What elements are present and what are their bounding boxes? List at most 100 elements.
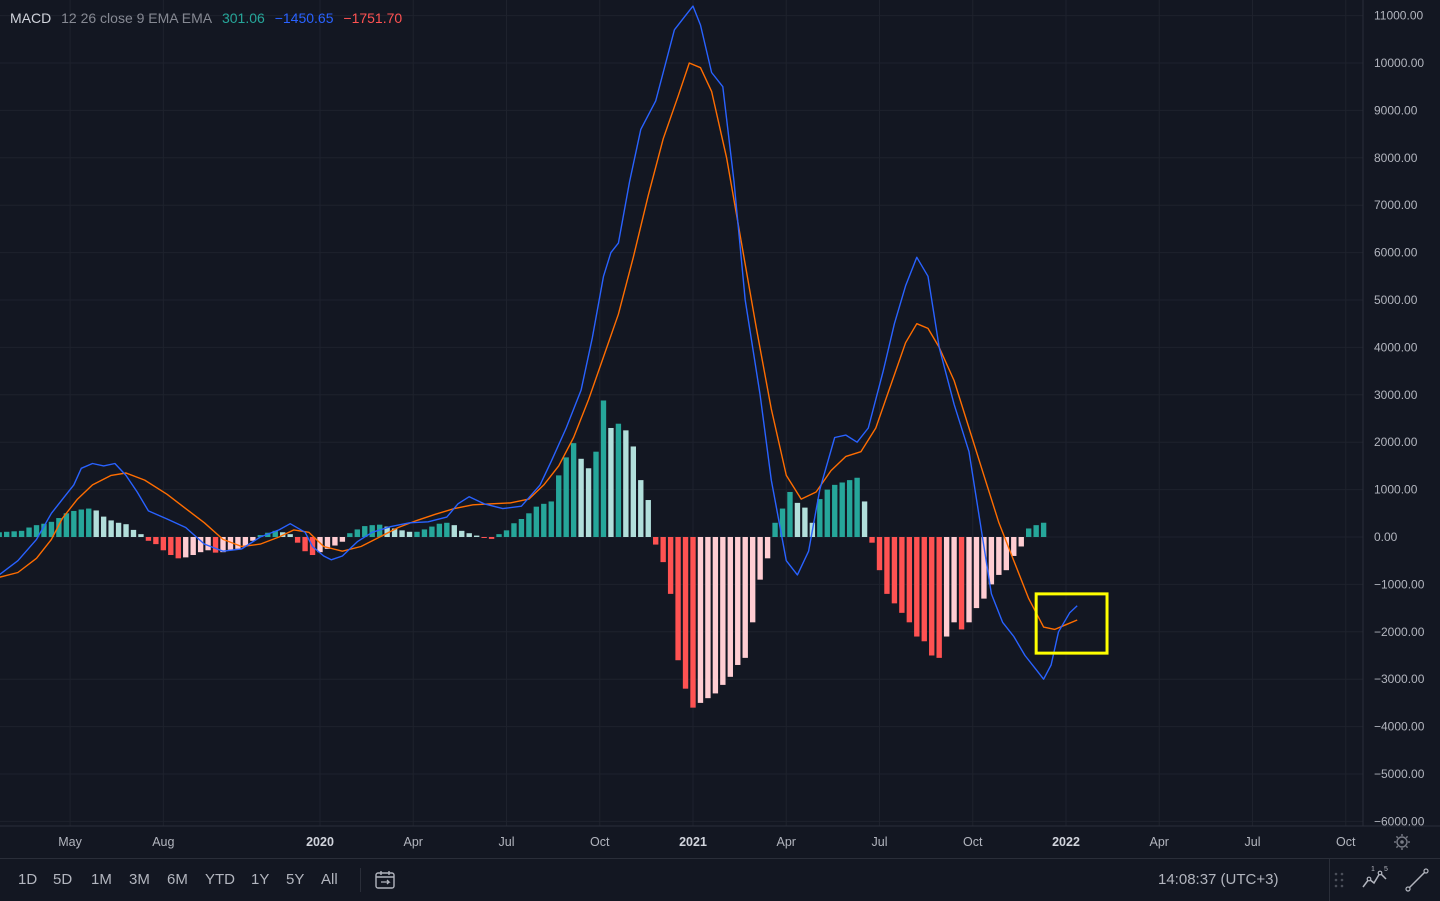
range-button-ytd[interactable]: YTD: [205, 871, 235, 888]
range-button-3m[interactable]: 3M: [129, 871, 150, 888]
histogram-bar: [86, 508, 92, 537]
histogram-bar: [570, 443, 577, 537]
histogram-bar: [235, 537, 241, 549]
y-tick-label: 10000.00: [1374, 56, 1424, 70]
histogram-bar: [466, 533, 472, 537]
histogram-bar: [653, 537, 659, 545]
histogram-bar: [78, 509, 84, 537]
histogram-bar: [861, 501, 868, 537]
histogram-bar: [832, 484, 838, 537]
y-tick-label: 5000.00: [1374, 293, 1418, 307]
histogram-bar: [183, 537, 189, 558]
histogram-bar: [130, 529, 137, 537]
x-tick-label: Apr: [404, 835, 423, 849]
histogram-bar: [481, 537, 487, 538]
histogram-bar: [1026, 528, 1032, 537]
y-tick-label: −5000.00: [1374, 767, 1425, 781]
draw-line-icon[interactable]: [1404, 867, 1430, 893]
histogram-bar: [3, 531, 10, 537]
histogram-bar: [794, 502, 801, 537]
histogram-bar: [720, 537, 726, 685]
chart-grid: [0, 0, 1363, 826]
histogram-bar: [839, 482, 845, 537]
histogram-bar: [988, 537, 995, 585]
compare-icon[interactable]: 1 5: [1360, 865, 1390, 893]
histogram-bar: [324, 537, 331, 549]
range-button-5d[interactable]: 5D: [53, 871, 73, 888]
histogram-bar: [787, 491, 793, 537]
histogram-bar: [660, 537, 666, 563]
clock-timezone[interactable]: 14:08:37 (UTC+3): [1158, 871, 1279, 888]
histogram-bar: [503, 530, 510, 537]
histogram-bar: [585, 468, 592, 537]
histogram-bar: [115, 522, 122, 537]
range-button-6m[interactable]: 6M: [167, 871, 188, 888]
macd-chart[interactable]: 11000.00 10000.00 9000.00 8000.00 7000.00 600…: [0, 0, 1440, 858]
drag-handle-icon[interactable]: [1333, 871, 1345, 889]
histogram-bar: [93, 510, 99, 537]
y-tick-label: 4000.00: [1374, 340, 1418, 354]
x-tick-label: Oct: [963, 835, 983, 849]
svg-text:1: 1: [1371, 866, 1375, 873]
histogram-bar: [623, 430, 629, 537]
histogram-bar: [1003, 537, 1010, 571]
settings-gear-icon[interactable]: [1394, 834, 1410, 850]
histogram-bar: [593, 451, 599, 537]
y-tick-label: 6000.00: [1374, 246, 1418, 260]
histogram-bar: [242, 537, 249, 547]
histogram-series: [0, 400, 1047, 708]
highlight-rectangle: [1034, 592, 1109, 655]
histogram-bar: [921, 537, 927, 642]
range-button-5y[interactable]: 5Y: [286, 871, 305, 888]
histogram-bar: [914, 537, 920, 637]
histogram-bar: [891, 537, 898, 604]
legend-histogram-value: 301.06: [221, 10, 265, 26]
histogram-bar: [488, 537, 495, 539]
highlight-annotation: [1034, 592, 1109, 655]
histogram-bar: [966, 537, 972, 623]
histogram-bar: [1033, 525, 1039, 537]
x-tick-label: 2021: [679, 835, 707, 849]
range-button-all[interactable]: All: [321, 871, 338, 888]
histogram-bar: [354, 529, 360, 537]
y-tick-label: 0.00: [1374, 530, 1398, 544]
histogram-bar: [943, 537, 950, 637]
histogram-bar: [779, 508, 786, 537]
histogram-bar: [541, 503, 547, 537]
histogram-bar: [0, 532, 2, 537]
range-button-1m[interactable]: 1M: [91, 871, 112, 888]
range-button-1y[interactable]: 1Y: [251, 871, 270, 888]
y-tick-label: 9000.00: [1374, 103, 1418, 117]
histogram-bar: [772, 522, 778, 537]
histogram-bar: [160, 537, 167, 551]
histogram-bar: [667, 537, 674, 594]
histogram-bar: [347, 533, 353, 537]
histogram-bar: [123, 524, 129, 537]
x-tick-label: 2022: [1052, 835, 1080, 849]
histogram-bar: [1011, 537, 1017, 556]
histogram-bar: [287, 534, 293, 537]
histogram-bar: [533, 506, 540, 537]
histogram-bar: [958, 537, 965, 630]
histogram-bar: [369, 525, 375, 537]
histogram-bar: [429, 526, 435, 537]
calendar-goto-icon[interactable]: [374, 869, 396, 891]
histogram-bar: [108, 520, 114, 537]
histogram-bar: [996, 537, 1002, 575]
range-button-1d[interactable]: 1D: [18, 871, 38, 888]
histogram-bar: [548, 501, 554, 537]
histogram-bar: [757, 537, 763, 580]
histogram-bar: [71, 510, 77, 537]
histogram-bar: [697, 537, 704, 703]
histogram-bar: [884, 537, 890, 594]
histogram-bar: [26, 527, 32, 537]
histogram-bar: [227, 537, 234, 550]
y-tick-label: −2000.00: [1374, 625, 1425, 639]
y-tick-label: 3000.00: [1374, 388, 1418, 402]
histogram-bar: [712, 537, 719, 694]
histogram-bar: [175, 537, 181, 559]
y-tick-label: 1000.00: [1374, 483, 1418, 497]
histogram-bar: [727, 537, 733, 677]
x-tick-label: May: [58, 835, 82, 849]
time-axis: May Aug 2020 Apr Jul Oct 2021 Apr Jul Oct 2022 Apr J…: [58, 835, 1356, 849]
